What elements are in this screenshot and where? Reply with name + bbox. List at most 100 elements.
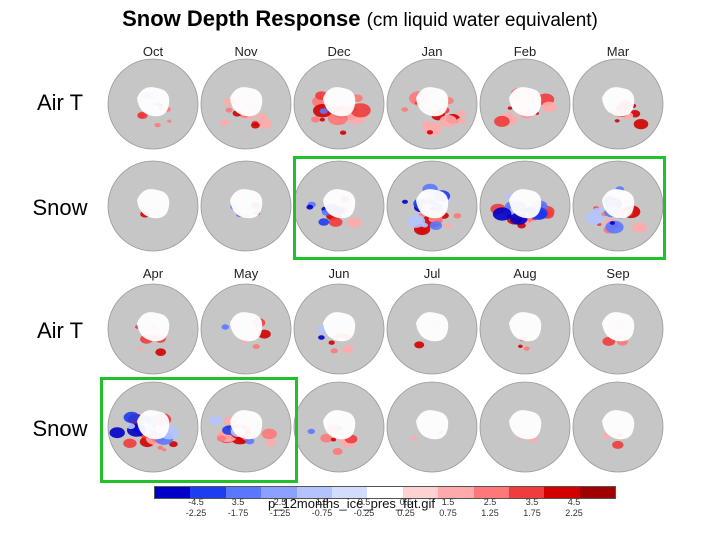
polar-map-air-t-nov bbox=[200, 58, 292, 150]
response-patch bbox=[261, 428, 277, 440]
map-rim bbox=[386, 160, 478, 252]
response-patch bbox=[137, 111, 148, 119]
arctic-ocean bbox=[230, 189, 263, 219]
response-patch bbox=[429, 221, 443, 230]
colorbar-swatch bbox=[579, 487, 616, 498]
response-patch bbox=[541, 101, 557, 112]
arctic-ocean bbox=[137, 410, 170, 440]
response-patch bbox=[307, 428, 315, 434]
response-patch bbox=[518, 344, 523, 348]
response-patch bbox=[123, 411, 140, 423]
response-patch bbox=[330, 348, 338, 354]
polar-map-snow-apr bbox=[107, 381, 199, 473]
colorbar-tick-lower: 0.75 bbox=[439, 508, 457, 518]
response-patch bbox=[318, 335, 325, 340]
map-rim bbox=[200, 58, 292, 150]
response-patch bbox=[251, 122, 260, 129]
response-patch bbox=[457, 110, 466, 117]
polar-map-air-t-jun bbox=[293, 283, 385, 375]
arctic-ocean bbox=[602, 87, 635, 117]
polar-map-snow-sep bbox=[572, 381, 664, 473]
map-rim bbox=[572, 283, 664, 375]
colorbar-tick-upper: 2.5 bbox=[273, 497, 287, 507]
arctic-ocean bbox=[509, 410, 542, 440]
response-patch bbox=[332, 448, 343, 455]
map-rim bbox=[572, 381, 664, 473]
polar-map-snow-nov bbox=[200, 160, 292, 252]
month-label: Mar bbox=[606, 44, 630, 59]
response-patch bbox=[402, 199, 408, 204]
arctic-ocean bbox=[323, 189, 356, 219]
response-patch bbox=[319, 108, 328, 114]
colorbar-swatch bbox=[225, 487, 262, 498]
response-patch bbox=[410, 436, 417, 441]
colorbar-swatch bbox=[190, 487, 226, 498]
response-patch bbox=[320, 433, 333, 443]
arctic-ocean bbox=[602, 312, 635, 342]
colorbar-tick-lower: -0.25 bbox=[353, 508, 375, 518]
arctic-ocean bbox=[416, 87, 449, 117]
arctic-ocean bbox=[230, 312, 263, 342]
month-label: Aug bbox=[513, 266, 537, 281]
map-rim bbox=[107, 381, 199, 473]
response-patch bbox=[339, 130, 347, 135]
arctic-ocean bbox=[230, 87, 263, 117]
arctic-ocean bbox=[137, 312, 170, 342]
polar-map-snow-aug bbox=[479, 381, 571, 473]
row-label-snow-bottom: Snow bbox=[32, 416, 88, 441]
arctic-ocean bbox=[602, 189, 635, 219]
colorbar-swatch bbox=[438, 487, 474, 498]
map-rim bbox=[107, 160, 199, 252]
polar-map-snow-feb bbox=[479, 160, 571, 252]
polar-map-snow-jun bbox=[293, 381, 385, 473]
month-label: Apr bbox=[142, 266, 164, 281]
map-rim bbox=[293, 283, 385, 375]
response-patch bbox=[311, 116, 320, 123]
colorbar-swatch bbox=[367, 487, 403, 498]
response-patch bbox=[220, 119, 230, 126]
colorbar-tick-upper: 1.5 bbox=[441, 497, 455, 507]
response-patch bbox=[350, 103, 371, 118]
polar-map-air-t-dec bbox=[293, 58, 385, 150]
arctic-ocean bbox=[416, 189, 449, 219]
response-patch bbox=[421, 222, 428, 228]
polar-map-snow-jul bbox=[386, 381, 478, 473]
month-label: May bbox=[233, 266, 259, 281]
colorbar-tick-upper: 2.5 bbox=[483, 497, 497, 507]
response-patch bbox=[123, 438, 137, 448]
response-patch bbox=[318, 218, 330, 226]
response-patch bbox=[633, 119, 649, 130]
file-name-label: p_12months_ice_pres_fut.gif bbox=[268, 496, 435, 511]
map-rim bbox=[386, 283, 478, 375]
polar-map-air-t-aug bbox=[479, 283, 571, 375]
response-patch bbox=[216, 435, 226, 442]
response-patch bbox=[422, 121, 431, 128]
map-rim bbox=[200, 283, 292, 375]
colorbar-tick-upper: 4.5 bbox=[567, 497, 581, 507]
month-label: Oct bbox=[142, 44, 164, 59]
colorbar bbox=[154, 486, 616, 499]
colorbar-tick-upper: 0.5 bbox=[399, 497, 413, 507]
row-label-snow-top: Snow bbox=[32, 195, 88, 220]
response-patch bbox=[252, 344, 260, 350]
colorbar-tick-lower: 0.25 bbox=[397, 508, 415, 518]
month-label: Jul bbox=[423, 266, 441, 281]
map-rim bbox=[479, 58, 571, 150]
map-rim bbox=[293, 58, 385, 150]
polar-map-air-t-jan bbox=[386, 58, 478, 150]
response-patch bbox=[439, 115, 457, 128]
title-unit: (cm liquid water equivalent) bbox=[366, 10, 598, 31]
response-patch bbox=[585, 212, 604, 225]
response-patch bbox=[614, 119, 620, 123]
colorbar-tick-lower: -1.25 bbox=[269, 508, 291, 518]
map-rim bbox=[479, 160, 571, 252]
colorbar-swatch bbox=[508, 487, 545, 498]
response-patch bbox=[494, 115, 510, 127]
arctic-ocean bbox=[509, 312, 542, 342]
colorbar-tick-lower: 1.25 bbox=[481, 508, 499, 518]
map-rim bbox=[386, 381, 478, 473]
response-patch bbox=[605, 220, 624, 234]
response-patch bbox=[328, 340, 335, 345]
arctic-ocean bbox=[602, 410, 635, 440]
colorbar-tick-lower: -2.25 bbox=[185, 508, 207, 518]
